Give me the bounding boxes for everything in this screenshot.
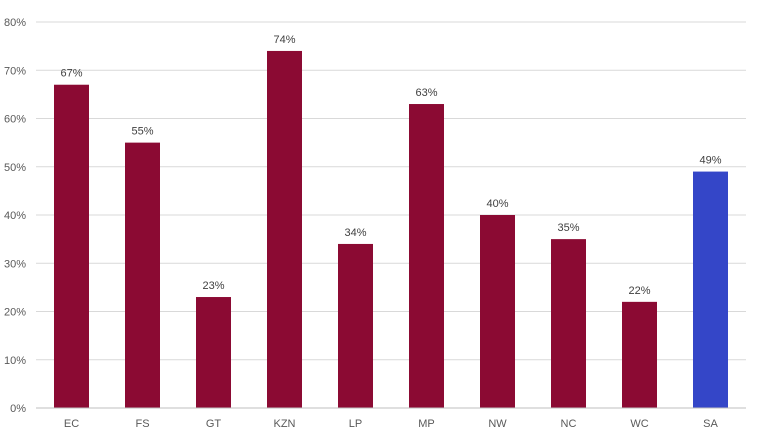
y-axis-tick-labels: 0% 10% 20% 30% 40% 50% 60% 70% 80% bbox=[4, 17, 26, 415]
y-tick-label: 40% bbox=[4, 210, 26, 222]
data-label-mp: 63% bbox=[415, 87, 437, 99]
y-tick-label: 30% bbox=[4, 258, 26, 270]
bar-mp bbox=[409, 104, 444, 409]
x-tick-label-nw: NW bbox=[488, 418, 507, 430]
y-tick-label: 10% bbox=[4, 355, 26, 367]
y-tick-label: 0% bbox=[10, 403, 26, 415]
data-label-lp: 34% bbox=[344, 227, 366, 239]
x-tick-label-lp: LP bbox=[349, 418, 362, 430]
data-label-gt: 23% bbox=[202, 280, 224, 292]
x-tick-label-sa: SA bbox=[703, 418, 718, 430]
y-tick-label: 60% bbox=[4, 114, 26, 126]
data-label-kzn: 74% bbox=[273, 34, 295, 46]
data-label-ec: 67% bbox=[60, 68, 82, 80]
data-label-wc: 22% bbox=[628, 285, 650, 297]
x-axis-category-labels: EC FS GT KZN LP MP NW NC WC SA bbox=[64, 418, 719, 430]
bar-sa bbox=[693, 171, 728, 408]
bar-kzn bbox=[267, 50, 302, 408]
x-tick-label-kzn: KZN bbox=[274, 418, 296, 430]
bar-fs bbox=[125, 142, 160, 408]
x-tick-label-fs: FS bbox=[135, 418, 149, 430]
x-tick-label-ec: EC bbox=[64, 418, 79, 430]
y-tick-label: 70% bbox=[4, 65, 26, 77]
y-tick-label: 80% bbox=[4, 17, 26, 29]
data-label-nc: 35% bbox=[557, 222, 579, 234]
x-tick-label-nc: NC bbox=[561, 418, 577, 430]
bar-nw bbox=[480, 215, 515, 408]
y-tick-label: 20% bbox=[4, 307, 26, 319]
bar-lp bbox=[338, 243, 373, 408]
x-tick-label-gt: GT bbox=[206, 418, 222, 430]
bar-gt bbox=[196, 297, 231, 408]
bar-nc bbox=[551, 239, 586, 408]
bar-wc bbox=[622, 301, 657, 408]
bars bbox=[54, 50, 728, 409]
data-label-fs: 55% bbox=[131, 126, 153, 138]
x-tick-label-mp: MP bbox=[418, 418, 435, 430]
data-labels: 67% 55% 23% 74% 34% 63% 40% 35% 22% 49% bbox=[60, 34, 721, 297]
data-label-sa: 49% bbox=[699, 155, 721, 167]
y-tick-label: 50% bbox=[4, 162, 26, 174]
data-label-nw: 40% bbox=[486, 198, 508, 210]
bar-ec bbox=[54, 84, 89, 408]
x-tick-label-wc: WC bbox=[630, 418, 648, 430]
